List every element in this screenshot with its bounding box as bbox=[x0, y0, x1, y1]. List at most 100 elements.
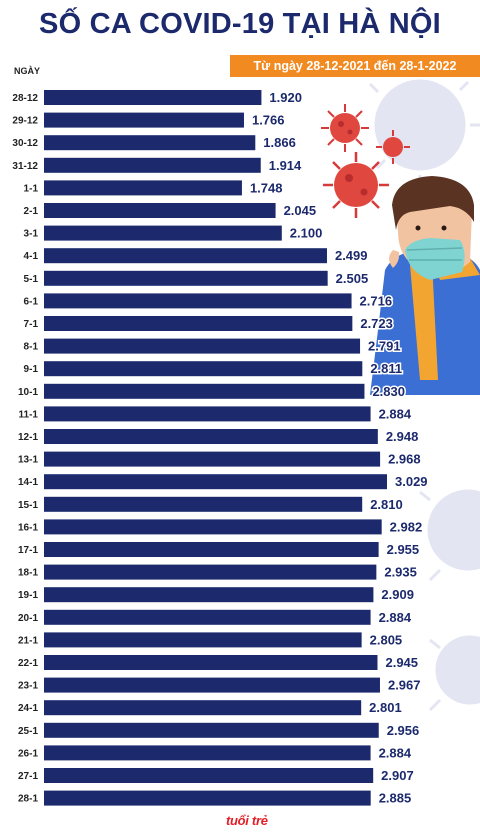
value-label: 2.909 bbox=[381, 587, 414, 602]
category-label: 28-1 bbox=[18, 794, 38, 805]
category-label: 30-12 bbox=[12, 138, 38, 149]
bar bbox=[44, 225, 282, 241]
category-label: 9-1 bbox=[24, 364, 39, 375]
category-label: 12-1 bbox=[18, 432, 38, 443]
category-label: 29-12 bbox=[12, 116, 38, 127]
category-label: 28-12 bbox=[12, 93, 38, 104]
bar bbox=[44, 722, 379, 738]
bar bbox=[44, 361, 363, 377]
date-range-banner: Từ ngày 28-12-2021 đến 28-1-2022 bbox=[230, 55, 480, 77]
category-label: 19-1 bbox=[18, 590, 38, 601]
bar bbox=[44, 451, 381, 467]
bar bbox=[44, 768, 374, 783]
bar bbox=[44, 383, 365, 399]
category-label: 31-12 bbox=[12, 161, 38, 172]
bar bbox=[44, 632, 362, 648]
bar bbox=[44, 519, 382, 535]
value-label: 2.955 bbox=[387, 542, 420, 557]
value-label: 2.805 bbox=[370, 632, 403, 647]
value-label: 2.884 bbox=[379, 610, 412, 625]
value-label: 2.956 bbox=[387, 723, 420, 738]
bar bbox=[44, 429, 378, 444]
value-label: 2.968 bbox=[388, 452, 421, 467]
value-label: 2.723 bbox=[360, 316, 393, 331]
category-label: 3-1 bbox=[24, 229, 39, 240]
value-label: 2.967 bbox=[388, 678, 421, 693]
bar bbox=[44, 270, 328, 286]
virus-icon bbox=[321, 104, 369, 152]
category-label: 21-1 bbox=[18, 635, 38, 646]
value-label: 2.885 bbox=[379, 791, 412, 806]
value-label: 2.045 bbox=[284, 203, 317, 218]
category-label: 27-1 bbox=[18, 771, 38, 782]
bar bbox=[44, 700, 362, 716]
bar bbox=[44, 790, 371, 806]
value-label: 2.100 bbox=[290, 226, 323, 241]
category-label: 24-1 bbox=[18, 703, 38, 714]
category-label: 18-1 bbox=[18, 568, 38, 579]
bar bbox=[44, 338, 361, 354]
category-label: 14-1 bbox=[18, 477, 38, 488]
bar bbox=[44, 745, 371, 761]
value-label: 2.811 bbox=[370, 361, 402, 376]
value-label: 2.948 bbox=[386, 429, 419, 444]
bar bbox=[44, 180, 242, 196]
value-label: 1.748 bbox=[250, 180, 283, 195]
bar bbox=[44, 587, 374, 603]
category-label: 13-1 bbox=[18, 455, 38, 466]
bar bbox=[44, 655, 378, 670]
category-label: 20-1 bbox=[18, 613, 38, 624]
category-label: 7-1 bbox=[24, 319, 39, 330]
bar bbox=[44, 564, 377, 580]
value-label: 2.884 bbox=[379, 745, 412, 760]
category-label: 25-1 bbox=[18, 726, 38, 737]
bar bbox=[44, 203, 276, 218]
category-axis-heading: NGÀY bbox=[14, 66, 41, 76]
brand-logo: tuổi trẻ bbox=[226, 813, 268, 828]
category-label: 1-1 bbox=[24, 183, 39, 194]
page-title: SỐ CA COVID-19 TẠI HÀ NỘI bbox=[39, 8, 441, 40]
bar bbox=[44, 609, 371, 625]
value-label: 2.884 bbox=[379, 406, 412, 421]
value-label: 2.505 bbox=[336, 271, 369, 286]
value-label: 2.907 bbox=[381, 768, 414, 783]
value-label: 2.945 bbox=[385, 655, 418, 670]
category-label: 11-1 bbox=[19, 409, 39, 420]
category-label: 4-1 bbox=[24, 251, 39, 262]
bar bbox=[44, 496, 363, 512]
bar bbox=[44, 542, 379, 557]
bar bbox=[44, 316, 353, 331]
bar bbox=[44, 293, 352, 309]
bar bbox=[44, 90, 262, 105]
bar bbox=[44, 677, 380, 693]
value-label: 1.766 bbox=[252, 113, 285, 128]
value-label: 2.499 bbox=[335, 248, 368, 263]
masked-person-illustration bbox=[370, 176, 480, 395]
value-label: 2.830 bbox=[372, 384, 405, 399]
category-label: 8-1 bbox=[24, 342, 39, 353]
category-label: 22-1 bbox=[18, 658, 38, 669]
value-label: 2.935 bbox=[384, 565, 417, 580]
category-label: 16-1 bbox=[18, 522, 38, 533]
bar bbox=[44, 157, 261, 173]
category-label: 17-1 bbox=[18, 545, 38, 556]
bar bbox=[44, 112, 244, 128]
category-label: 6-1 bbox=[24, 296, 39, 307]
value-label: 2.982 bbox=[390, 519, 423, 534]
value-label: 1.866 bbox=[263, 135, 296, 150]
value-label: 2.801 bbox=[369, 700, 402, 715]
bar bbox=[44, 406, 371, 422]
value-label: 1.914 bbox=[269, 158, 302, 173]
category-label: 5-1 bbox=[24, 274, 39, 285]
category-label: 23-1 bbox=[18, 681, 38, 692]
category-label: 26-1 bbox=[18, 748, 38, 759]
virus-icon bbox=[323, 152, 389, 218]
value-label: 2.716 bbox=[360, 293, 393, 308]
bar bbox=[44, 248, 327, 264]
value-label: 1.920 bbox=[269, 90, 302, 105]
category-label: 10-1 bbox=[18, 387, 38, 398]
value-label: 3.029 bbox=[395, 474, 428, 489]
